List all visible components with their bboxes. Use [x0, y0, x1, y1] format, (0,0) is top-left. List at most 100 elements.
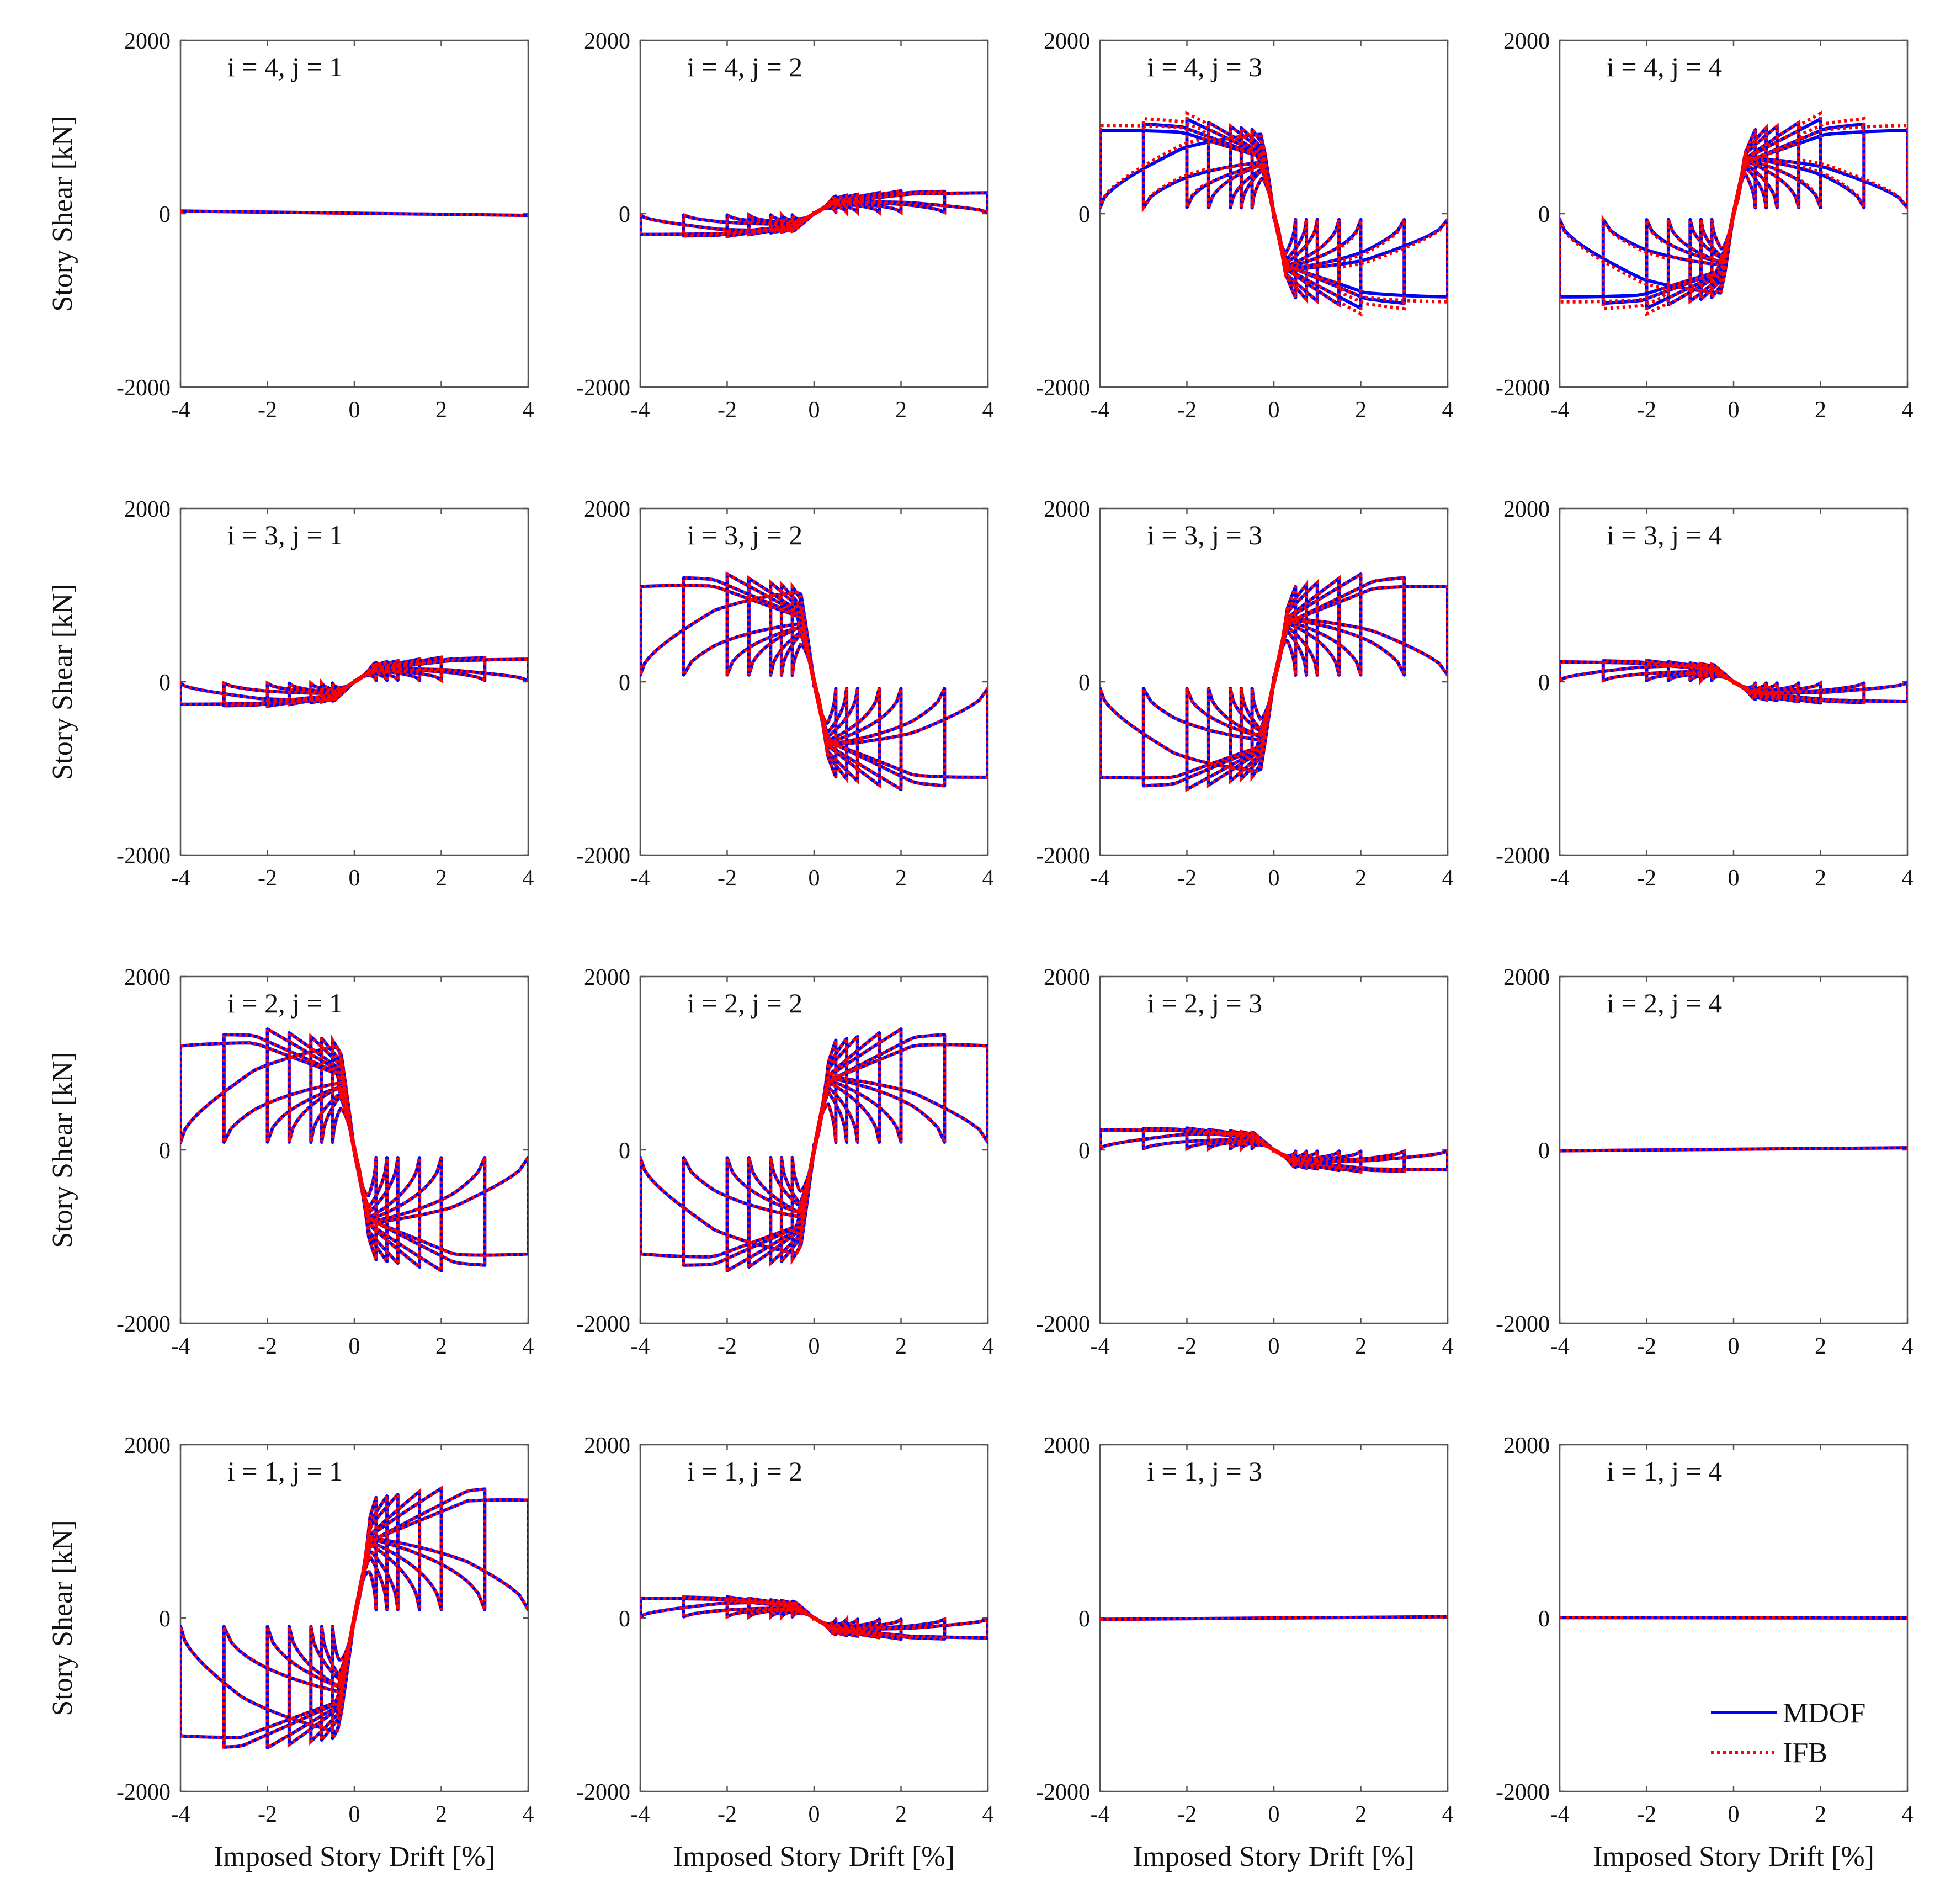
x-tick-label: 4 [982, 397, 994, 423]
y-tick-label: 0 [159, 670, 171, 696]
series-ifb [640, 571, 988, 793]
panel-2: -4 -2 0 2 4 -2000 0 2000 i = 4, j = 2 [576, 29, 994, 423]
y-tick-label: 0 [159, 202, 171, 227]
x-tick-label: -2 [1637, 397, 1656, 423]
y-tick-label: 0 [1078, 1138, 1090, 1164]
panel-13: -4 -2 0 2 4 -2000 0 2000 i = 1, j = 1 Story Shear… [47, 1433, 534, 1873]
y-tick-label: 2000 [1503, 497, 1550, 522]
x-tick-label: 4 [1902, 866, 1914, 891]
x-tick-label: -2 [1177, 397, 1197, 423]
y-tick-label: 0 [1078, 202, 1090, 227]
y-tick-label: 2000 [1044, 1433, 1090, 1459]
y-tick-label: 0 [619, 1606, 630, 1632]
y-tick-label: 2000 [584, 965, 630, 990]
legend-label-ifb: IFB [1783, 1737, 1827, 1769]
y-tick-label: -2000 [1036, 1780, 1090, 1805]
panel-label: i = 2, j = 3 [1147, 988, 1262, 1019]
panel-1: -4 -2 0 2 4 -2000 0 2000 i = 4, j = 1 Story Shear… [47, 29, 534, 423]
x-tick-label: 4 [1442, 397, 1454, 423]
panel-label: i = 1, j = 4 [1607, 1456, 1722, 1487]
y-axis-label: Story Shear [kN] [47, 1520, 78, 1716]
y-tick-label: -2000 [1036, 375, 1090, 401]
x-tick-label: 0 [1268, 1802, 1280, 1827]
y-tick-label: 0 [1538, 1138, 1550, 1164]
x-tick-label: -4 [1550, 1802, 1570, 1827]
y-tick-label: -2000 [1036, 844, 1090, 869]
x-tick-label: -2 [258, 866, 277, 891]
series-ifb [640, 1595, 988, 1641]
x-tick-label: 2 [435, 866, 447, 891]
series-ifb [180, 1485, 528, 1751]
x-tick-label: 4 [523, 1334, 534, 1359]
x-tick-label: -4 [1091, 1334, 1110, 1359]
y-tick-label: 2000 [1503, 1433, 1550, 1459]
y-tick-label: 0 [1078, 670, 1090, 696]
y-tick-label: 2000 [584, 29, 630, 54]
x-tick-label: -4 [1091, 866, 1110, 891]
panel-label: i = 4, j = 2 [687, 51, 802, 82]
y-tick-label: -2000 [116, 844, 171, 869]
y-tick-label: -2000 [116, 1312, 171, 1337]
panel-label: i = 3, j = 4 [1607, 519, 1722, 550]
x-axis-label: Imposed Story Drift [%] [214, 1841, 495, 1873]
panel-label: i = 1, j = 1 [227, 1456, 343, 1487]
panel-label: i = 2, j = 4 [1607, 988, 1722, 1019]
y-tick-label: -2000 [576, 844, 630, 869]
x-tick-label: -4 [1091, 1802, 1110, 1827]
y-tick-label: 2000 [124, 29, 171, 54]
y-tick-label: -2000 [1496, 844, 1550, 869]
x-axis-label: Imposed Story Drift [%] [673, 1841, 955, 1873]
y-tick-label: -2000 [576, 1312, 630, 1337]
x-tick-label: 2 [1815, 866, 1826, 891]
y-tick-label: -2000 [116, 375, 171, 401]
y-tick-label: 0 [1538, 202, 1550, 227]
x-tick-label: -4 [631, 1802, 650, 1827]
series-mdof [1100, 1615, 1448, 1621]
y-axis-label: Story Shear [kN] [47, 1052, 78, 1248]
panel-3: -4 -2 0 2 4 -2000 0 2000 i = 4, j = 3 [1036, 29, 1454, 423]
y-tick-label: -2000 [1496, 375, 1550, 401]
panel-9: -4 -2 0 2 4 -2000 0 2000 i = 2, j = 1 Story Shear… [47, 965, 534, 1359]
x-tick-label: 4 [523, 866, 534, 891]
x-tick-label: -2 [1177, 1334, 1197, 1359]
panel-label: i = 1, j = 3 [1147, 1456, 1262, 1487]
panel-label: i = 3, j = 1 [227, 519, 343, 550]
x-tick-label: 0 [1268, 866, 1280, 891]
x-tick-label: 4 [982, 1334, 994, 1359]
x-tick-label: 4 [1902, 1802, 1914, 1827]
series-ifb [1100, 110, 1448, 317]
x-tick-label: -2 [717, 397, 737, 423]
y-tick-label: 0 [159, 1138, 171, 1164]
x-tick-label: 2 [435, 397, 447, 423]
x-tick-label: 2 [435, 1334, 447, 1359]
x-tick-label: -2 [717, 1802, 737, 1827]
x-tick-label: -2 [1637, 1802, 1656, 1827]
y-tick-label: 2000 [1044, 497, 1090, 522]
x-tick-label: 0 [809, 397, 820, 423]
panel-label: i = 2, j = 2 [687, 988, 802, 1019]
y-axis-label: Story Shear [kN] [47, 115, 78, 311]
x-tick-label: -2 [1177, 866, 1197, 891]
panel-10: -4 -2 0 2 4 -2000 0 2000 i = 2, j = 2 [576, 965, 994, 1359]
panel-label: i = 4, j = 4 [1607, 51, 1722, 82]
x-tick-label: -4 [1550, 866, 1570, 891]
x-tick-label: 2 [895, 397, 907, 423]
panel-16: -4 -2 0 2 4 -2000 0 2000 i = 1, j = 4 Imposed Sto… [1496, 1433, 1914, 1873]
x-tick-label: 0 [349, 1802, 360, 1827]
panel-4: -4 -2 0 2 4 -2000 0 2000 i = 4, j = 4 [1496, 29, 1914, 423]
x-tick-label: -2 [1637, 866, 1656, 891]
y-tick-label: 2000 [1044, 29, 1090, 54]
series-mdof [1560, 1146, 1907, 1153]
x-tick-label: 4 [523, 1802, 534, 1827]
series-ifb [640, 189, 988, 238]
x-tick-label: 2 [1815, 397, 1826, 423]
y-tick-label: 2000 [124, 965, 171, 990]
x-tick-label: 4 [1442, 1802, 1454, 1827]
x-tick-label: 2 [895, 1802, 907, 1827]
y-tick-label: 0 [1078, 1606, 1090, 1632]
y-tick-label: 2000 [124, 497, 171, 522]
x-tick-label: 0 [809, 1802, 820, 1827]
x-tick-label: 4 [523, 397, 534, 423]
series-mdof [180, 209, 528, 218]
